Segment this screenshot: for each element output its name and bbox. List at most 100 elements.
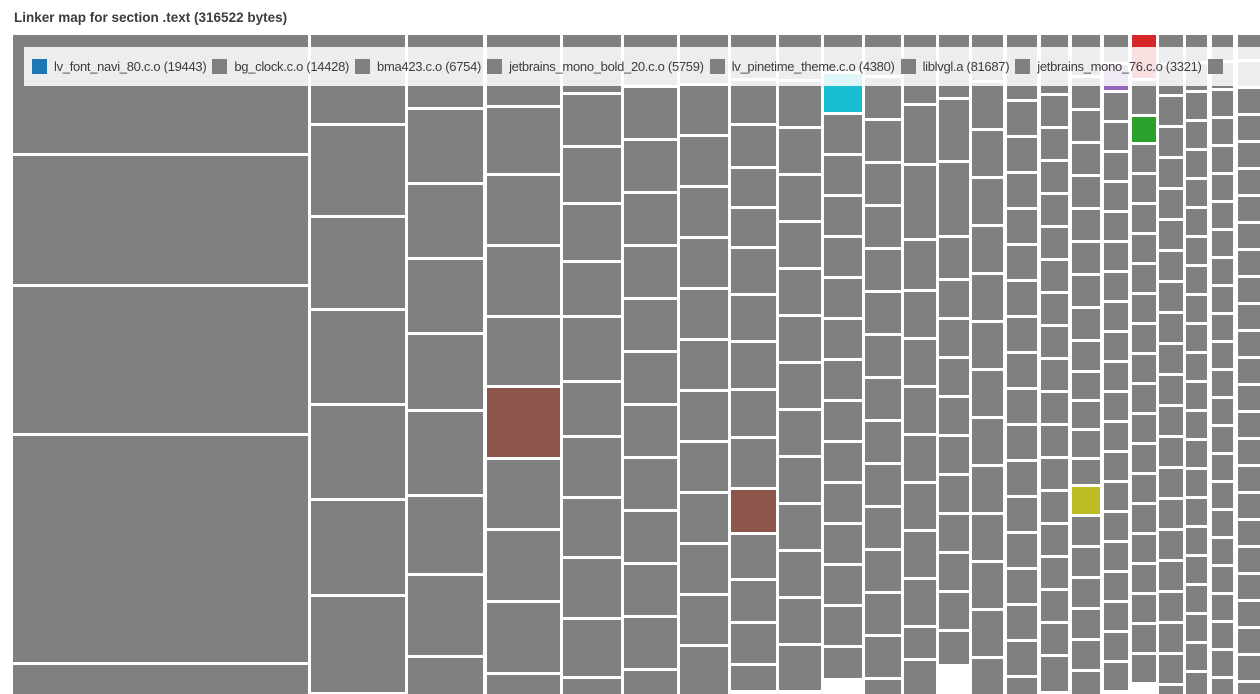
treemap-cell[interactable] bbox=[1072, 144, 1100, 174]
treemap-cell[interactable] bbox=[1072, 402, 1100, 428]
treemap-cell[interactable] bbox=[624, 194, 677, 244]
treemap-cell[interactable] bbox=[624, 671, 677, 694]
treemap-cell[interactable] bbox=[1159, 407, 1183, 435]
treemap-cell[interactable] bbox=[824, 484, 862, 522]
treemap-cell[interactable] bbox=[1041, 228, 1068, 258]
treemap-cell[interactable] bbox=[731, 535, 776, 578]
treemap-cell[interactable] bbox=[1007, 570, 1037, 603]
treemap-cell[interactable] bbox=[1041, 195, 1068, 225]
treemap-cell[interactable] bbox=[1072, 342, 1100, 370]
treemap-cell[interactable] bbox=[1104, 633, 1128, 660]
treemap-cell[interactable] bbox=[1212, 651, 1233, 676]
treemap-cell[interactable] bbox=[939, 593, 969, 629]
treemap-cell[interactable] bbox=[904, 661, 936, 694]
treemap-cell[interactable] bbox=[13, 436, 308, 662]
treemap-cell[interactable] bbox=[1104, 393, 1128, 420]
treemap-cell[interactable] bbox=[624, 618, 677, 668]
treemap-cell[interactable] bbox=[1159, 190, 1183, 218]
treemap-cell[interactable] bbox=[624, 459, 677, 509]
treemap-cell[interactable] bbox=[972, 371, 1003, 416]
treemap-cell[interactable] bbox=[972, 467, 1003, 512]
treemap-cell[interactable] bbox=[865, 680, 901, 694]
treemap-cell[interactable] bbox=[408, 576, 483, 655]
treemap-cell[interactable] bbox=[1007, 678, 1037, 694]
treemap-cell[interactable] bbox=[1159, 593, 1183, 621]
treemap-cell[interactable] bbox=[1159, 283, 1183, 311]
treemap-cell[interactable] bbox=[1104, 603, 1128, 630]
treemap-cell[interactable] bbox=[1212, 175, 1233, 200]
treemap-cell[interactable] bbox=[1007, 390, 1037, 423]
treemap-cell[interactable] bbox=[865, 207, 901, 247]
treemap-cell[interactable] bbox=[1212, 595, 1233, 620]
treemap-cell[interactable] bbox=[1132, 205, 1156, 232]
treemap-cell[interactable] bbox=[1159, 376, 1183, 404]
treemap-cell[interactable] bbox=[1007, 534, 1037, 567]
treemap-cell[interactable] bbox=[1041, 162, 1068, 192]
treemap-cell[interactable] bbox=[824, 361, 862, 399]
treemap-cell[interactable] bbox=[1159, 438, 1183, 466]
treemap-cell[interactable] bbox=[904, 484, 936, 529]
treemap-cell[interactable] bbox=[1072, 610, 1100, 638]
treemap-cell[interactable] bbox=[1186, 93, 1207, 119]
treemap-cell[interactable] bbox=[1072, 111, 1100, 141]
treemap-cell[interactable] bbox=[904, 580, 936, 625]
treemap-cell[interactable] bbox=[779, 176, 821, 220]
treemap-cell[interactable] bbox=[1104, 543, 1128, 570]
treemap-cell[interactable] bbox=[1007, 138, 1037, 171]
treemap-cell[interactable] bbox=[1159, 686, 1183, 694]
treemap-cell[interactable] bbox=[731, 581, 776, 621]
treemap-cell[interactable] bbox=[865, 164, 901, 204]
treemap-cell[interactable] bbox=[779, 223, 821, 267]
treemap-cell[interactable] bbox=[1132, 265, 1156, 292]
treemap-cell[interactable] bbox=[1238, 386, 1260, 410]
treemap-cell[interactable] bbox=[1212, 511, 1233, 536]
treemap-cell[interactable] bbox=[1212, 567, 1233, 592]
treemap-cell[interactable] bbox=[680, 545, 728, 593]
treemap-cell[interactable] bbox=[1041, 525, 1068, 555]
treemap-cell[interactable] bbox=[1104, 663, 1128, 690]
treemap-cell[interactable] bbox=[939, 554, 969, 590]
treemap-cell[interactable] bbox=[1104, 213, 1128, 240]
treemap-cell[interactable] bbox=[1186, 209, 1207, 235]
treemap-cell[interactable] bbox=[731, 296, 776, 340]
treemap-cell[interactable] bbox=[1212, 427, 1233, 452]
treemap-cell[interactable] bbox=[1186, 470, 1207, 496]
treemap-cell[interactable] bbox=[904, 388, 936, 433]
treemap-cell[interactable] bbox=[1159, 469, 1183, 497]
treemap-cell[interactable] bbox=[1186, 383, 1207, 409]
treemap-cell[interactable] bbox=[1186, 296, 1207, 322]
treemap-cell[interactable] bbox=[624, 512, 677, 562]
treemap-cell[interactable] bbox=[1007, 210, 1037, 243]
treemap-cell[interactable] bbox=[1132, 595, 1156, 622]
treemap-cell[interactable] bbox=[731, 439, 776, 487]
treemap-cell[interactable] bbox=[487, 318, 560, 385]
treemap-cell[interactable] bbox=[1072, 517, 1100, 545]
treemap-cell[interactable] bbox=[563, 263, 621, 315]
treemap-cell[interactable] bbox=[1238, 575, 1260, 599]
treemap-cell[interactable] bbox=[1132, 535, 1156, 562]
treemap-cell[interactable] bbox=[1238, 359, 1260, 383]
treemap-cell[interactable] bbox=[865, 336, 901, 376]
treemap-cell[interactable] bbox=[624, 565, 677, 615]
treemap-cell[interactable] bbox=[972, 563, 1003, 608]
treemap-cell[interactable] bbox=[1159, 624, 1183, 652]
treemap-cell[interactable] bbox=[865, 379, 901, 419]
treemap-cell[interactable] bbox=[1186, 151, 1207, 177]
treemap-cell[interactable] bbox=[731, 81, 776, 123]
treemap-cell[interactable] bbox=[1104, 243, 1128, 270]
treemap-cell[interactable] bbox=[1186, 586, 1207, 612]
treemap-cell[interactable] bbox=[1159, 345, 1183, 373]
treemap-cell[interactable] bbox=[311, 406, 405, 498]
treemap-cell[interactable] bbox=[1238, 440, 1260, 464]
treemap-cell[interactable] bbox=[1041, 558, 1068, 588]
treemap-cell[interactable] bbox=[972, 515, 1003, 560]
treemap-cell[interactable] bbox=[865, 465, 901, 505]
treemap-cell[interactable] bbox=[680, 86, 728, 134]
treemap-cell[interactable] bbox=[1186, 615, 1207, 641]
treemap-cell[interactable] bbox=[824, 402, 862, 440]
treemap-cell[interactable] bbox=[1104, 453, 1128, 480]
treemap-cell[interactable] bbox=[1041, 657, 1068, 691]
treemap-cell[interactable] bbox=[680, 596, 728, 644]
treemap-cell[interactable] bbox=[865, 250, 901, 290]
treemap-cell[interactable] bbox=[1212, 259, 1233, 284]
